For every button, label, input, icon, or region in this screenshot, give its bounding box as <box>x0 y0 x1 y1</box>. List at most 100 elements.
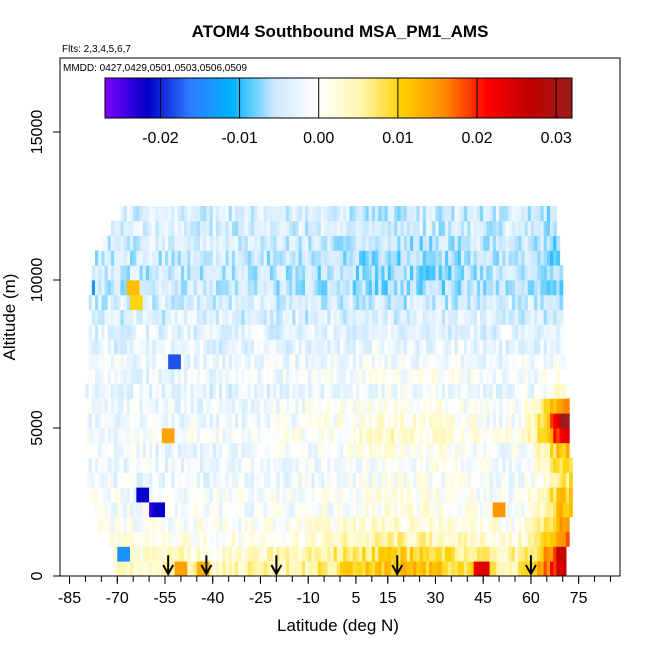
heatmap-cell <box>413 206 417 222</box>
x-tick-label: -55 <box>153 590 176 607</box>
heatmap-cell <box>454 516 459 532</box>
heatmap-cell <box>550 487 554 503</box>
heatmap-cell <box>254 324 258 340</box>
heatmap-cell <box>203 354 207 370</box>
heatmap-cell <box>142 339 147 355</box>
heatmap-cell <box>311 531 316 547</box>
heatmap-cell <box>152 457 157 473</box>
y-tick-label: 5000 <box>29 410 46 446</box>
heatmap-cell <box>110 250 115 266</box>
heatmap-cell <box>276 324 281 340</box>
x-axis: -85 -70 -55 -40 -25 -10 5 15 30 45 60 75 <box>58 576 611 607</box>
heatmap-cell <box>527 280 532 296</box>
heatmap-cell <box>505 502 510 518</box>
heatmap-cell <box>136 354 141 370</box>
heatmap-cell <box>375 309 379 325</box>
heatmap-cell <box>384 516 389 532</box>
heatmap-cell <box>448 398 452 414</box>
heatmap-cell <box>556 546 561 562</box>
heatmap-cell <box>508 531 513 547</box>
heatmap-cell <box>200 472 204 488</box>
heatmap-cell <box>139 442 144 458</box>
heatmap-cell <box>505 206 510 222</box>
heatmap-cell <box>244 516 249 532</box>
heatmap-cell <box>168 398 172 414</box>
heatmap-cell <box>177 294 182 310</box>
heatmap-cell <box>410 324 414 340</box>
heatmap-cell <box>406 354 411 370</box>
heatmap-cell <box>349 265 354 281</box>
heatmap-cell <box>114 220 118 236</box>
heatmap-cell <box>429 206 433 222</box>
heatmap-cell <box>180 220 185 236</box>
heatmap-cell <box>241 280 246 296</box>
heatmap-cell <box>187 324 192 340</box>
heatmap-cell <box>330 442 335 458</box>
heatmap-cell <box>314 398 319 414</box>
heatmap-cell <box>107 472 112 488</box>
heatmap-cell <box>540 324 545 340</box>
heatmap-cell <box>161 442 166 458</box>
heatmap-cell <box>250 339 255 355</box>
heatmap-cell <box>95 368 99 384</box>
heatmap-cell <box>390 502 395 518</box>
heatmap-cell <box>219 442 223 458</box>
heatmap-cell <box>518 457 522 473</box>
heatmap-cell <box>152 294 157 310</box>
heatmap-cell <box>368 220 373 236</box>
heatmap-cell <box>546 294 551 310</box>
heatmap-cell <box>247 502 252 518</box>
heatmap-cell <box>473 516 478 532</box>
heatmap-cell <box>537 265 542 281</box>
heatmap-cell <box>486 383 491 399</box>
heatmap-cell <box>346 398 351 414</box>
heatmap-cell <box>543 398 548 414</box>
heatmap-cell <box>88 487 93 503</box>
heatmap-cell <box>120 398 125 414</box>
heatmap-cell <box>215 546 220 562</box>
heatmap-cell <box>320 206 325 222</box>
heatmap-cell <box>416 220 421 236</box>
heatmap-cell <box>158 265 163 281</box>
heatmap-cell <box>435 531 440 547</box>
heatmap-cell <box>365 265 370 281</box>
heatmap-cell <box>527 250 532 266</box>
heatmap-cell <box>200 220 204 236</box>
heatmap-cell <box>406 561 411 577</box>
heatmap-cell <box>467 561 472 577</box>
heatmap-cell <box>470 561 475 577</box>
heatmap-cell <box>349 457 354 473</box>
heatmap-cell <box>238 487 242 503</box>
heatmap-cell <box>228 413 233 429</box>
heatmap-cell <box>413 472 417 488</box>
heatmap-cell <box>324 398 328 414</box>
flight-arrows <box>162 555 537 577</box>
heatmap-cell <box>203 294 207 310</box>
heatmap-cell <box>419 383 424 399</box>
heatmap-cell <box>155 220 160 236</box>
heatmap-cell <box>403 561 408 577</box>
heatmap-cell <box>193 339 198 355</box>
heatmap-cell <box>355 487 360 503</box>
heatmap-cell <box>196 280 201 296</box>
heatmap-cell <box>107 280 112 296</box>
heatmap-cell <box>362 531 367 547</box>
heatmap-cell <box>511 294 516 310</box>
heatmap-cell <box>499 354 503 370</box>
heatmap-cell <box>184 457 188 473</box>
heatmap-cell <box>451 354 456 370</box>
heatmap-cell <box>190 368 195 384</box>
heatmap-cell <box>266 206 271 222</box>
heatmap-cell <box>177 206 182 222</box>
heatmap-cell <box>263 502 268 518</box>
heatmap-cell <box>123 487 128 503</box>
heatmap-cell <box>384 354 389 370</box>
heatmap-cell <box>387 235 392 251</box>
heatmap-cell <box>425 235 430 251</box>
heatmap-cell <box>285 428 290 444</box>
heatmap-cell <box>397 487 402 503</box>
heatmap-cell <box>155 294 160 310</box>
heatmap-cell <box>228 561 233 577</box>
heatmap-cell <box>117 250 122 266</box>
heatmap-cell <box>336 561 341 577</box>
